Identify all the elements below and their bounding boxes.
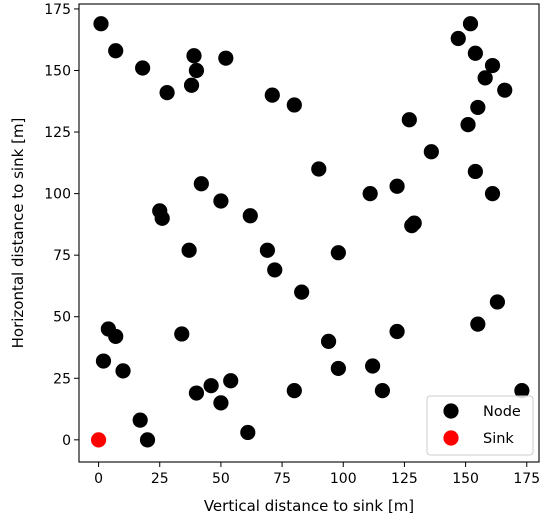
node-point <box>294 284 310 300</box>
node-point <box>174 326 190 342</box>
node-point <box>286 97 302 113</box>
legend-node-label: Node <box>483 404 521 420</box>
node-point <box>183 77 200 93</box>
node-point <box>467 45 483 61</box>
sink-point <box>90 432 107 448</box>
node-point <box>115 363 131 379</box>
node-point <box>181 242 197 258</box>
node-point <box>450 30 466 47</box>
x-tick-label: 100 <box>330 471 357 487</box>
node-point <box>213 395 229 411</box>
legend-node-marker <box>443 403 459 419</box>
legend: Node Sink <box>426 395 534 456</box>
plot-area <box>90 16 530 448</box>
node-point <box>497 82 513 98</box>
node-point <box>193 176 209 192</box>
node-point <box>406 215 422 231</box>
node-point <box>389 323 405 340</box>
node-point <box>514 382 530 399</box>
node-point <box>470 99 486 116</box>
node-point <box>460 117 476 133</box>
node-point <box>470 316 486 332</box>
node-point <box>242 208 258 224</box>
node-point <box>365 358 381 374</box>
node-point <box>267 262 283 278</box>
node-point <box>159 85 175 101</box>
node-point <box>401 112 417 128</box>
node-point <box>467 163 483 180</box>
axes: 0 25 50 75 100 125 150 175 0 25 50 75 100 125 150 175 <box>44 2 540 487</box>
node-point <box>218 50 234 66</box>
node-point <box>286 382 302 399</box>
node-point <box>264 87 280 103</box>
node-point <box>139 432 156 448</box>
node-point <box>477 70 493 86</box>
node-point <box>223 373 239 389</box>
node-point <box>240 424 256 441</box>
x-tick-label: 0 <box>94 471 103 487</box>
node-point <box>489 294 506 310</box>
y-tick-label: 175 <box>44 2 71 18</box>
node-point <box>95 353 112 369</box>
y-tick-label: 25 <box>53 371 71 387</box>
node-point <box>154 210 170 226</box>
x-tick-label: 25 <box>151 471 169 487</box>
node-point <box>462 16 479 32</box>
node-point <box>484 57 501 74</box>
node-point <box>108 43 124 59</box>
legend-sink-marker <box>443 430 459 446</box>
node-point <box>213 193 229 209</box>
y-tick-label: 150 <box>44 63 71 79</box>
node-point <box>135 60 151 76</box>
node-point <box>108 328 124 345</box>
y-tick-label: 75 <box>53 248 71 264</box>
node-point <box>188 385 205 401</box>
y-tick-label: 0 <box>62 433 71 449</box>
x-tick-label: 175 <box>513 471 540 487</box>
node-point <box>259 242 276 258</box>
y-tick-label: 100 <box>44 187 71 203</box>
x-tick-label: 75 <box>273 471 291 487</box>
node-point <box>362 186 378 202</box>
x-tick-label: 50 <box>212 471 230 487</box>
plot-frame <box>78 3 540 463</box>
node-point <box>93 16 109 32</box>
legend-sink-label: Sink <box>483 431 514 447</box>
node-point <box>320 333 337 349</box>
node-point <box>389 178 405 194</box>
y-tick-label: 125 <box>44 125 71 141</box>
node-point <box>330 245 346 261</box>
x-axis-label: Vertical distance to sink [m] <box>204 497 414 515</box>
node-point <box>188 62 205 79</box>
node-point <box>374 382 391 399</box>
node-point <box>132 412 148 428</box>
y-axis-label: Horizontal distance to sink [m] <box>9 118 27 349</box>
x-tick-label: 125 <box>391 471 418 487</box>
x-tick-label: 150 <box>452 471 479 487</box>
node-point <box>203 378 219 394</box>
node-point <box>186 48 202 64</box>
node-point <box>311 161 327 177</box>
node-point <box>423 144 439 160</box>
y-tick-label: 50 <box>53 310 71 326</box>
node-point <box>484 186 501 202</box>
node-point <box>330 360 346 377</box>
